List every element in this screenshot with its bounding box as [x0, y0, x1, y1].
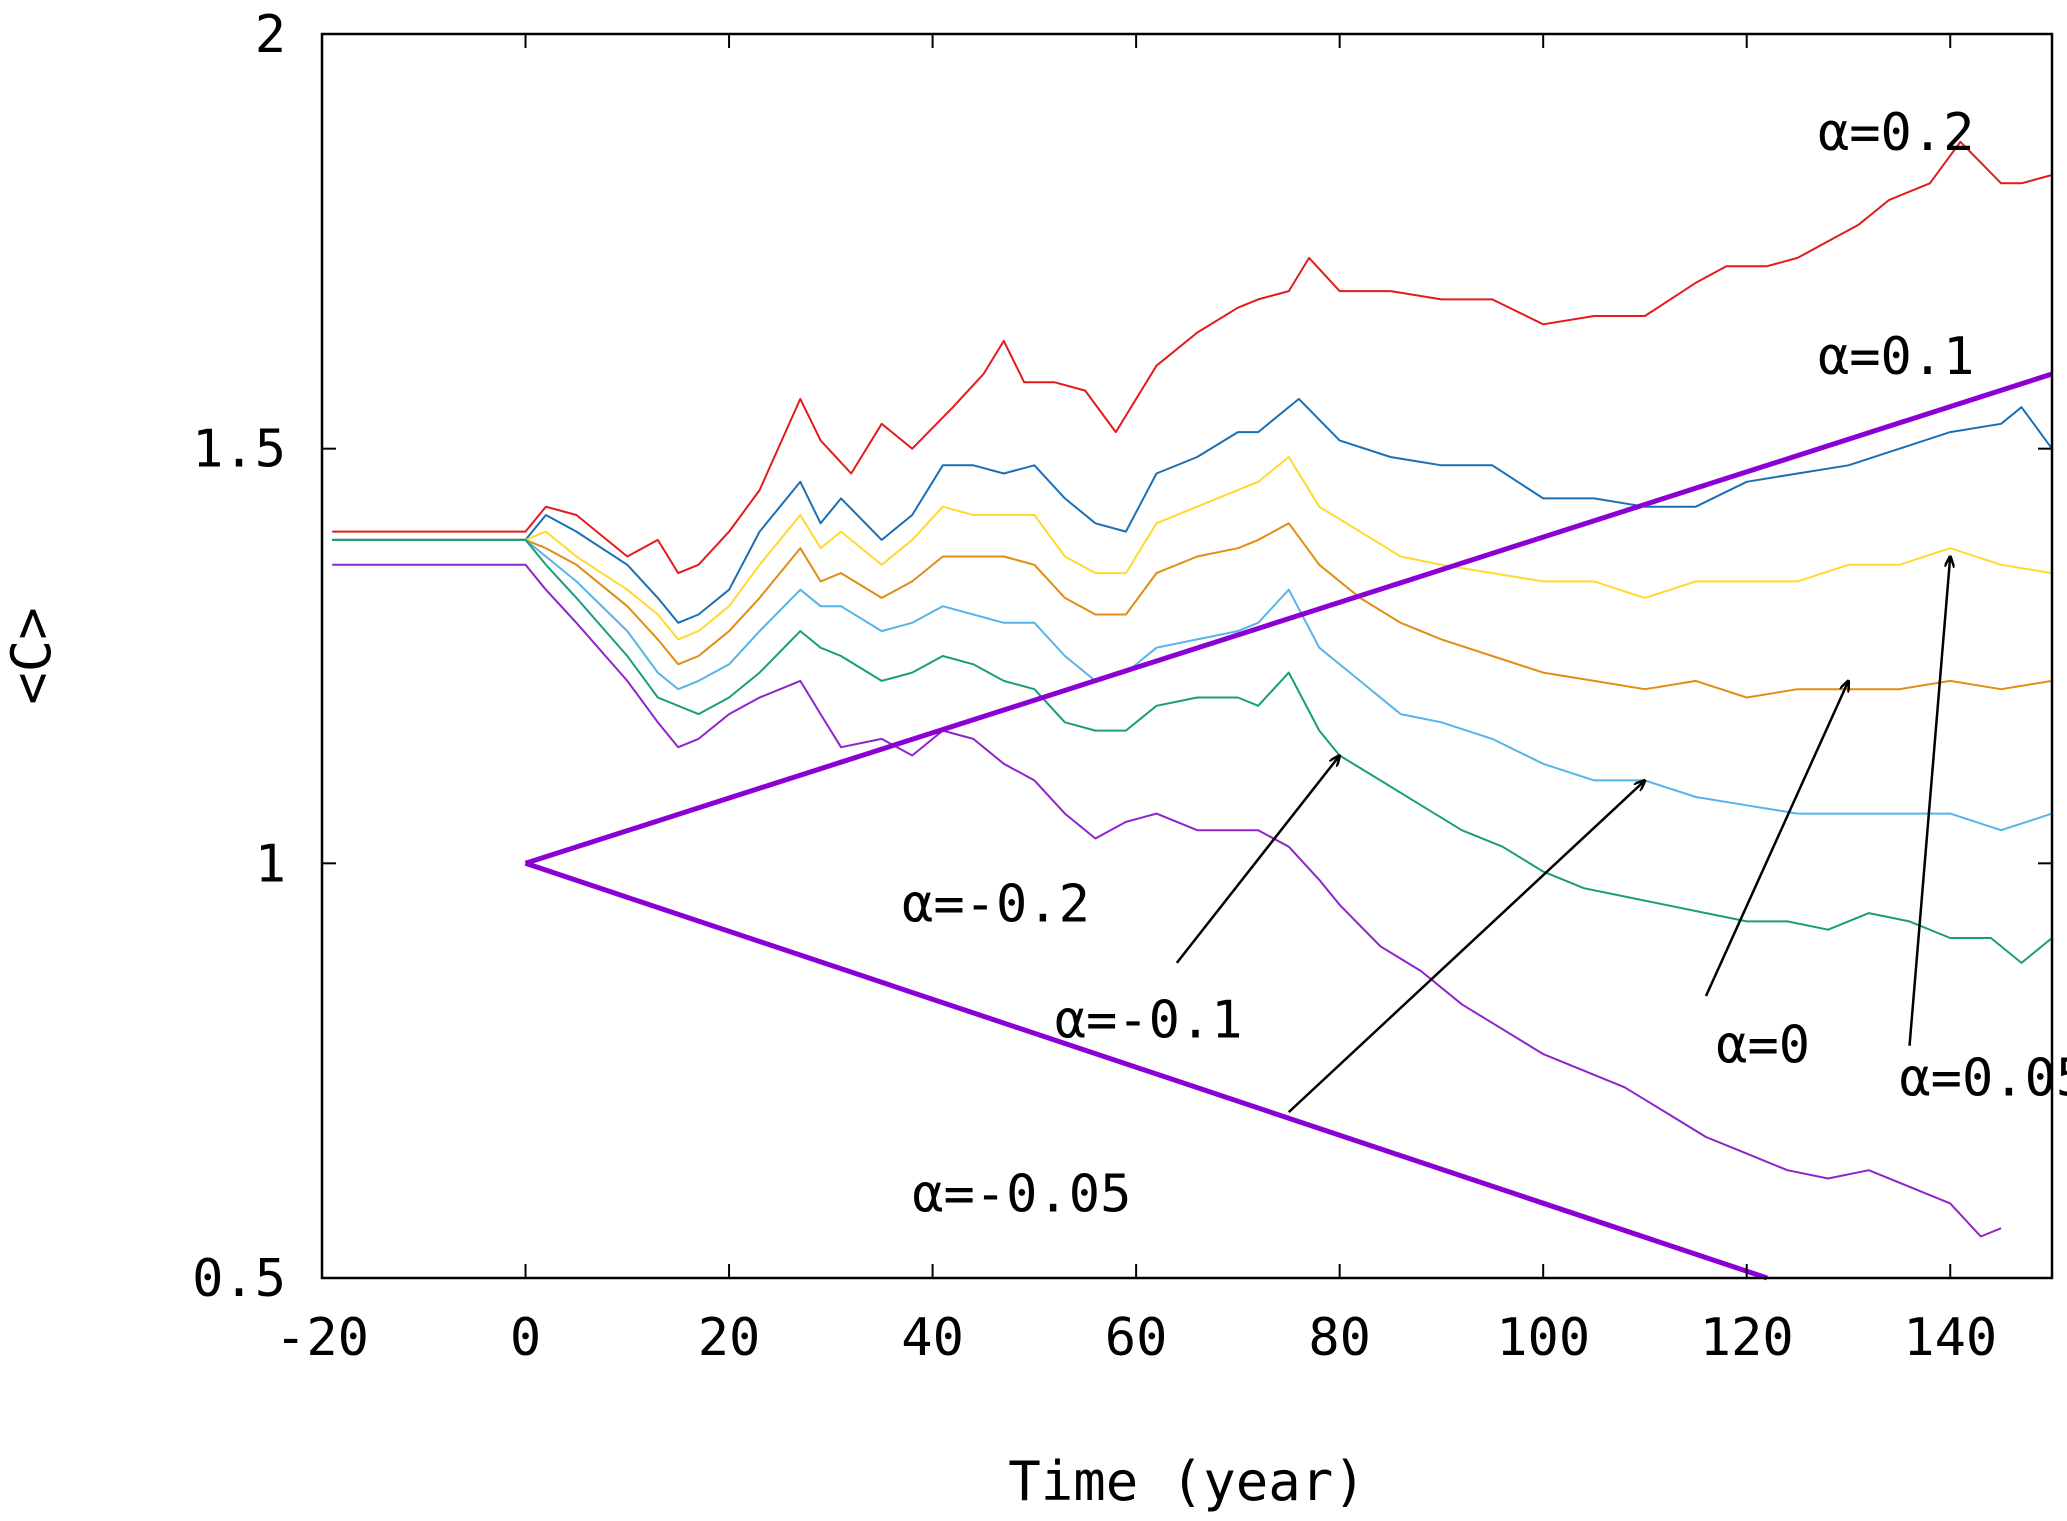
- x-tick-label: 60: [1105, 1308, 1168, 1368]
- series-line-4: [332, 538, 2053, 832]
- series-line-0: [332, 140, 2053, 575]
- x-tick-label: 80: [1308, 1308, 1371, 1368]
- x-axis-title: Time (year): [1008, 1450, 1366, 1513]
- series-annotation-label: α=0: [1716, 1015, 1810, 1075]
- annotation-arrow: [1287, 780, 1645, 1114]
- y-tick-label: 2: [255, 5, 286, 65]
- series-annotation-label: α=0.2: [1818, 103, 1975, 163]
- x-tick-label: 20: [698, 1308, 761, 1368]
- series-annotation-label: α=0.05: [1899, 1049, 2067, 1109]
- plot-frame: [320, 32, 2054, 1280]
- x-tick-label: 100: [1496, 1308, 1590, 1368]
- series-line-1: [332, 397, 2053, 624]
- series-annotation-label: α=0.1: [1818, 327, 1975, 387]
- x-tick-label: 140: [1903, 1308, 1997, 1368]
- annotation-arrow: [1175, 756, 1340, 964]
- x-tick-label: 0: [510, 1308, 541, 1368]
- y-tick-label: 1: [255, 834, 286, 894]
- x-tick-label: 120: [1700, 1308, 1794, 1368]
- tick-layer: -20 0 20 40 60 80 100 120 140 0.5 1 1.5 2: [192, 5, 2052, 1368]
- lower-envelope-line: [524, 860, 1768, 1281]
- series-layer: [332, 140, 2053, 1281]
- series-line-2: [332, 456, 2053, 641]
- series-line-3: [332, 522, 2053, 699]
- x-tick-label: 40: [901, 1308, 964, 1368]
- series-annotation-label: α=-0.2: [902, 874, 1090, 934]
- series-line-6: [332, 563, 2002, 1238]
- y-tick-label: 1.5: [192, 420, 286, 480]
- upper-envelope-line: [524, 371, 2053, 866]
- series-annotation-label: α=-0.05: [912, 1165, 1131, 1225]
- annotation-arrow: [1908, 556, 1951, 1046]
- annotation-layer: α=0.2 α=0.1 α=-0.2 α=-0.1 α=-0.05 α=0 α=0.05: [902, 103, 2067, 1225]
- series-annotation-label: α=-0.1: [1055, 990, 1243, 1050]
- y-axis-title: <C>: [0, 607, 63, 705]
- x-tick-label: -20: [275, 1308, 369, 1368]
- annotation-arrow: [1704, 681, 1848, 997]
- y-tick-label: 0.5: [192, 1249, 286, 1309]
- series-line-5: [332, 538, 2053, 964]
